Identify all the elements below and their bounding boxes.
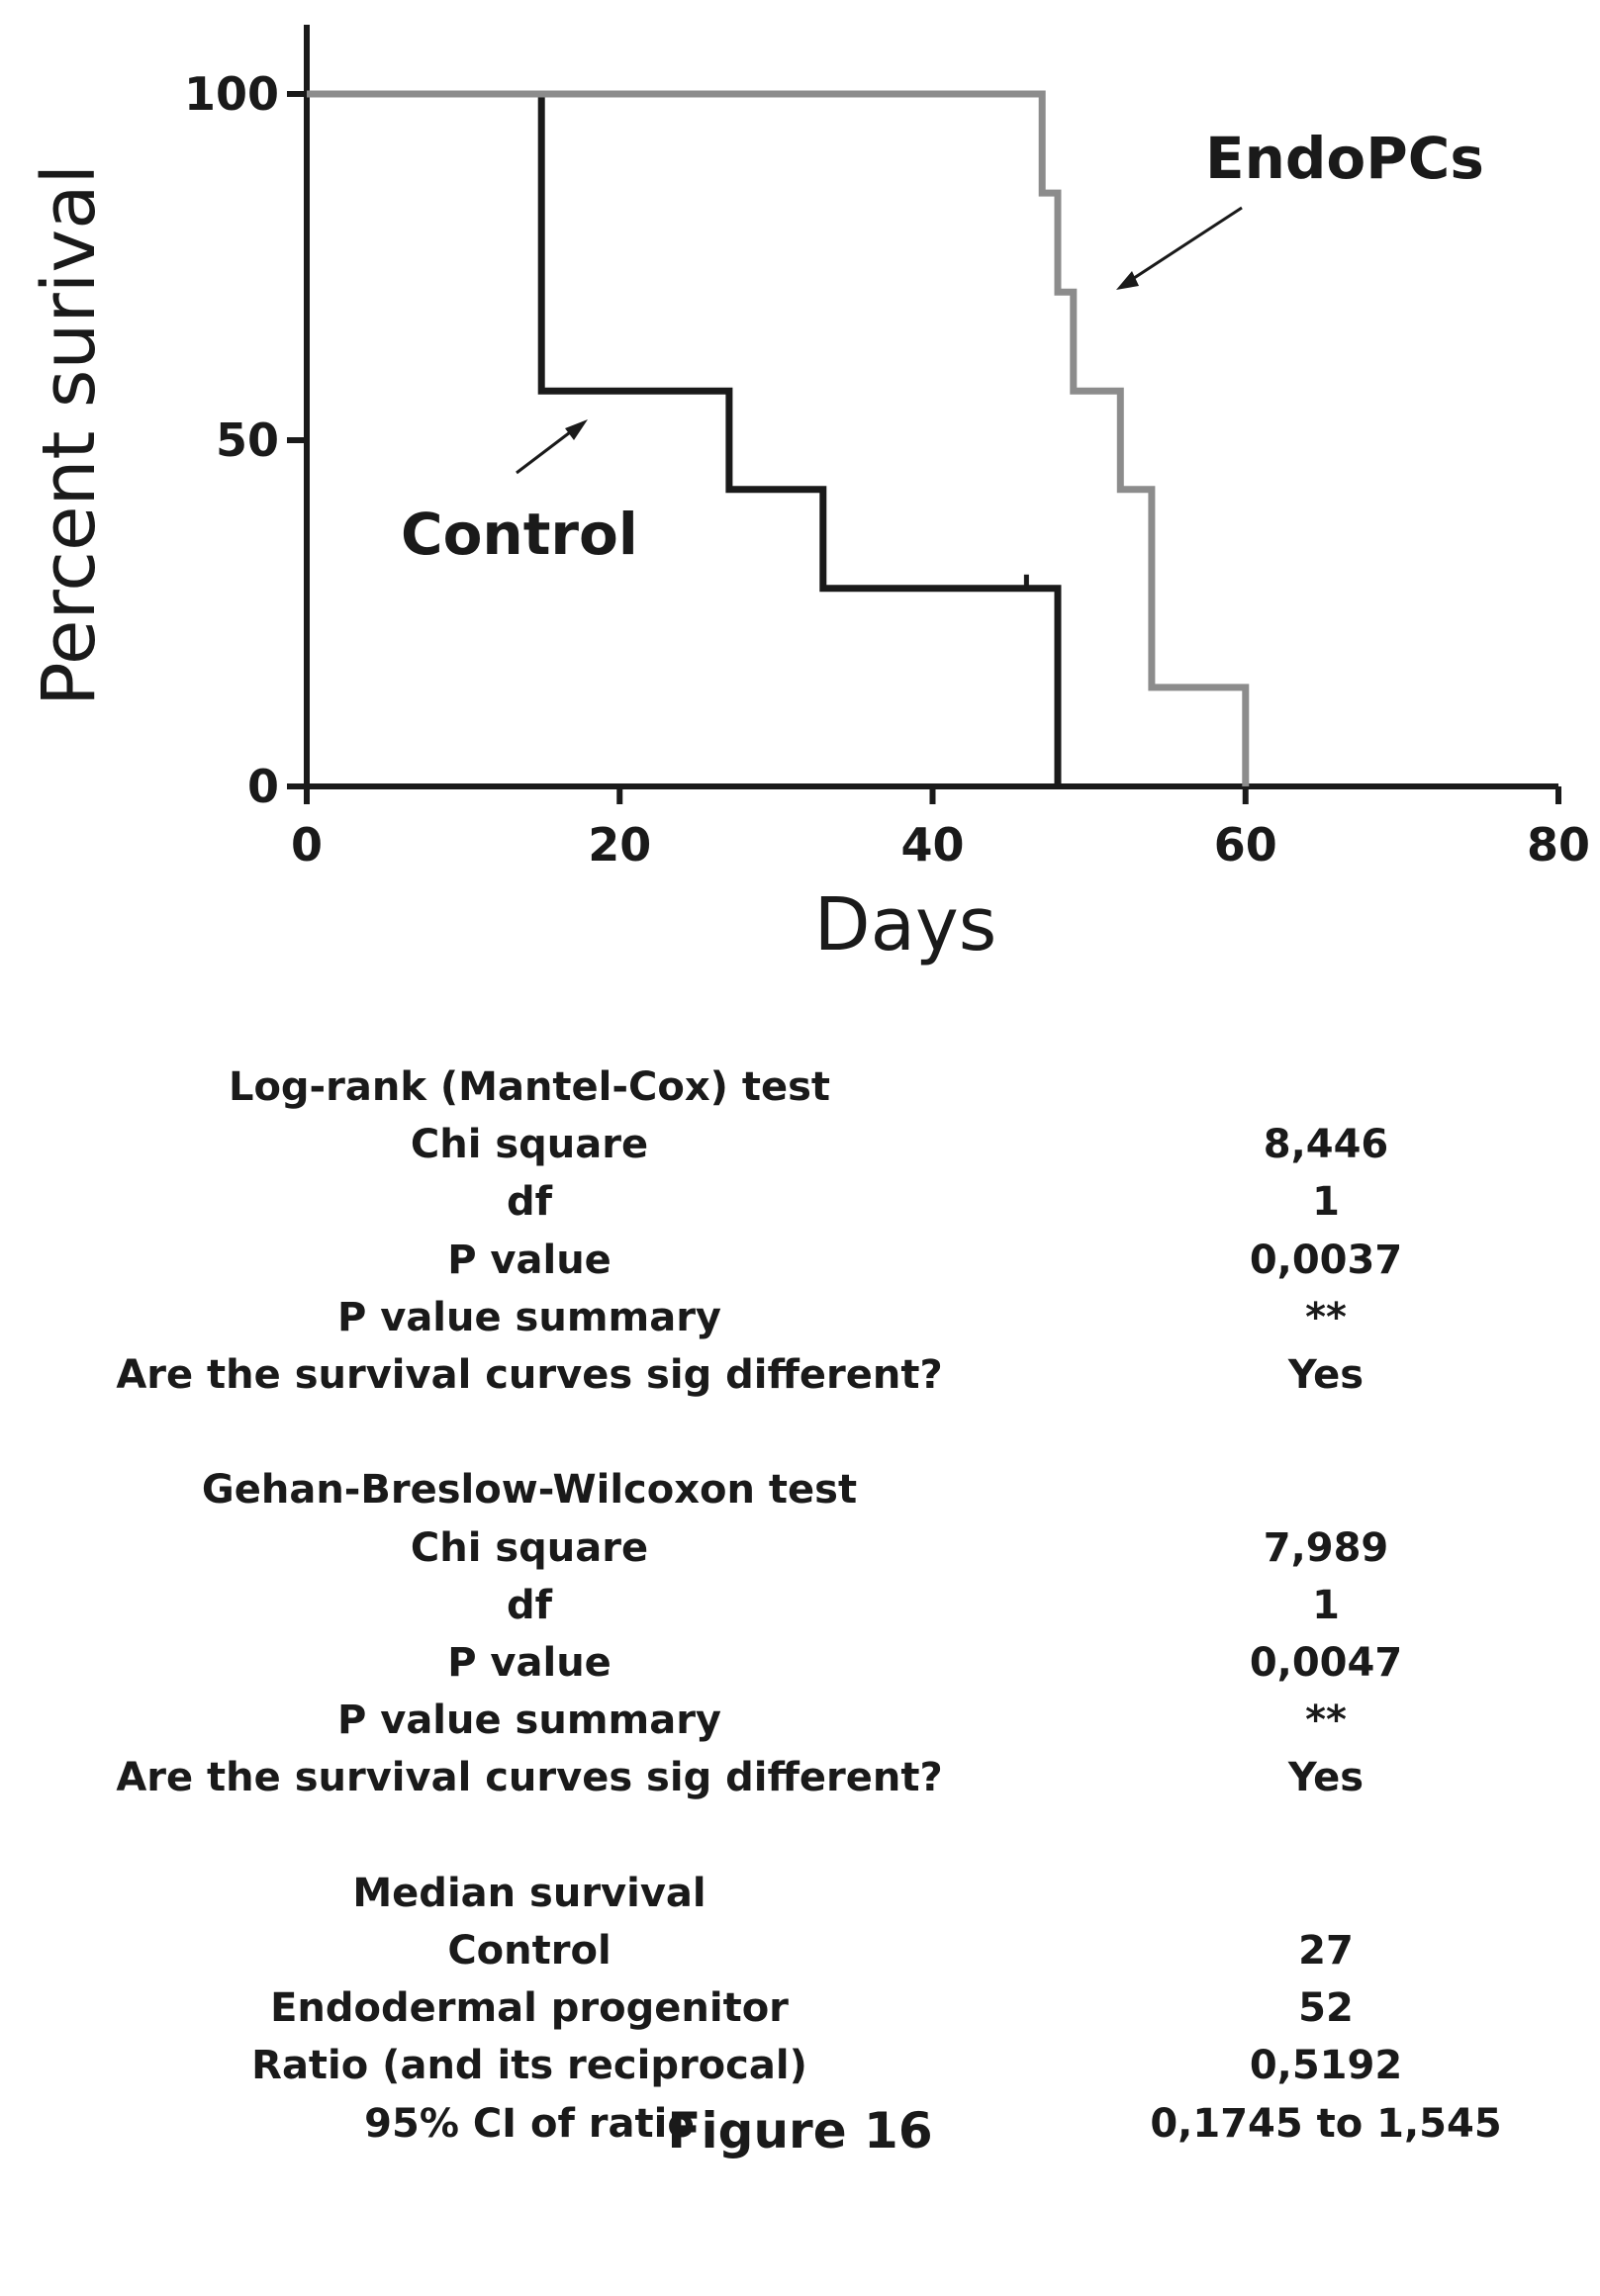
stats-value: 52 (1298, 1985, 1354, 2032)
stats-row: Are the survival curves sig different? Ye… (0, 1346, 1600, 1404)
x-axis-title: Days (814, 882, 997, 967)
stats-row (0, 1807, 1600, 1865)
stats-label: df (506, 1582, 553, 1628)
stats-row: P value 0,0047 (0, 1634, 1600, 1692)
stats-value: 27 (1298, 1928, 1354, 1974)
stats-label: Gehan-Breslow-Wilcoxon test (201, 1467, 858, 1514)
stats-label: Are the survival curves sig different? (116, 1352, 943, 1398)
stats-row: df 1 (0, 1577, 1600, 1634)
stats-value: 0,0037 (1249, 1237, 1403, 1283)
endopcs-arrowhead (1116, 271, 1139, 290)
x-tick-label: 40 (900, 818, 964, 872)
series-line-control (307, 90, 1062, 786)
stats-label: Are the survival curves sig different? (116, 1755, 943, 1801)
series-line-endopcs (307, 90, 1250, 786)
stats-label: Log-rank (Mantel-Cox) test (228, 1064, 831, 1110)
stats-row: Gehan-Breslow-Wilcoxon test (0, 1461, 1600, 1518)
stats-row: P value 0,0037 (0, 1232, 1600, 1289)
control-arrow (516, 424, 579, 475)
endopcs-series-label: EndoPCs (1205, 125, 1484, 192)
stats-row: P value summary ** (0, 1692, 1600, 1749)
stats-row (0, 1404, 1600, 1461)
stats-label: Chi square (410, 1524, 649, 1571)
y-tick-label: 0 (247, 760, 279, 813)
stats-row: P value summary ** (0, 1289, 1600, 1346)
stats-label: 95% CI of ratio (364, 2100, 695, 2147)
survival-chart: 0 50 100 0 20 40 60 80 Days Control EndoPCs (184, 25, 1590, 967)
stats-label: Median survival (352, 1870, 706, 1916)
control-series-label: Control (401, 501, 638, 568)
stats-label: P value (447, 1640, 612, 1686)
stats-row: 95% CI of ratio 0,1745 to 1,545 (0, 2095, 1600, 2153)
stats-label: Control (447, 1928, 612, 1974)
stats-row: Log-rank (Mantel-Cox) test (0, 1058, 1600, 1116)
stats-label: Chi square (410, 1122, 649, 1168)
x-tick-label: 20 (588, 818, 651, 872)
stats-row: Ratio (and its reciprocal) 0,5192 (0, 2037, 1600, 2094)
endopcs-arrow (1127, 206, 1243, 284)
stats-row: Endodermal progenitor 52 (0, 1979, 1600, 2037)
figure-caption: Figure 16 (667, 2102, 933, 2159)
stats-row: df 1 (0, 1173, 1600, 1231)
stats-label: P value summary (337, 1294, 721, 1340)
control-arrowhead (565, 419, 588, 440)
stats-label: Endodermal progenitor (270, 1985, 789, 2032)
x-tick-label: 80 (1527, 818, 1590, 872)
stats-label: P value (447, 1237, 612, 1283)
stats-value: Yes (1287, 1352, 1365, 1398)
stats-label: P value summary (337, 1698, 721, 1744)
stats-label: Ratio (and its reciprocal) (251, 2043, 807, 2089)
stats-row: Chi square 7,989 (0, 1519, 1600, 1577)
stats-row: Median survival (0, 1865, 1600, 1922)
stats-value: ** (1305, 1294, 1347, 1340)
stats-label: df (506, 1179, 553, 1226)
y-tick-label: 100 (184, 67, 279, 121)
stats-value: 8,446 (1263, 1122, 1389, 1168)
y-tick-label: 50 (216, 413, 279, 467)
stats-value: 0,5192 (1249, 2043, 1403, 2089)
x-tick-label: 0 (291, 818, 323, 872)
x-tick-label: 60 (1214, 818, 1277, 872)
stats-row: Chi square 8,446 (0, 1116, 1600, 1173)
stats-value: 7,989 (1263, 1524, 1389, 1571)
stats-value: ** (1305, 1698, 1347, 1744)
stats-value: 0,1745 to 1,545 (1150, 2100, 1502, 2147)
stats-value: 1 (1312, 1179, 1340, 1226)
stats-value: 0,0047 (1249, 1640, 1403, 1686)
stats-row: Are the survival curves sig different? Ye… (0, 1749, 1600, 1806)
stats-value: Yes (1287, 1755, 1365, 1801)
stats-value: 1 (1312, 1582, 1340, 1628)
stats-row: Control 27 (0, 1922, 1600, 1979)
